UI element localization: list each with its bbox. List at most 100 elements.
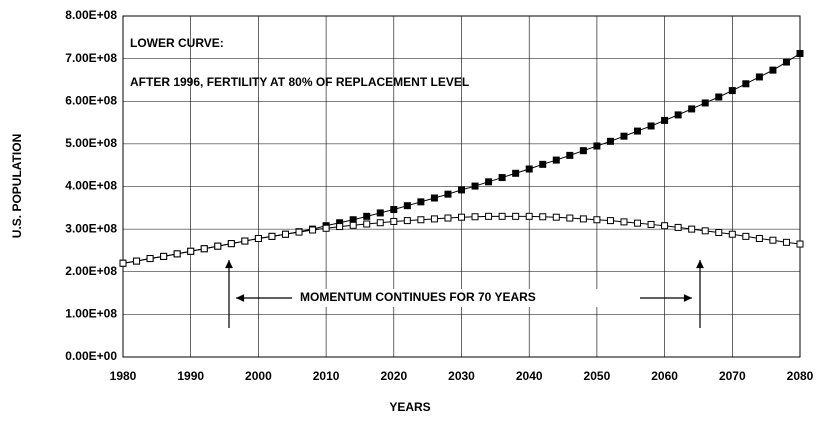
marker [403,217,411,225]
marker [782,238,790,246]
marker [200,245,208,253]
marker [512,169,520,177]
marker [796,50,804,58]
x-tick-label: 2080 [787,369,814,383]
marker [376,209,384,217]
marker [525,165,533,173]
marker [430,194,438,202]
marker [295,228,303,236]
marker [566,214,574,222]
marker [715,229,723,237]
arrow-head [683,294,692,302]
marker [552,156,560,164]
marker [485,212,493,220]
arrow-head [236,294,245,302]
marker [390,217,398,225]
x-tick-label: 1990 [177,369,204,383]
marker [539,160,547,168]
marker [647,220,655,228]
marker [539,213,547,221]
marker [498,174,506,182]
marker [606,217,614,225]
plot-frame [122,15,801,358]
marker [715,93,723,101]
marker [119,259,127,267]
marker [593,216,601,224]
marker [322,224,330,232]
x-tick-label: 2020 [380,369,407,383]
marker [755,73,763,81]
x-tick-label: 1980 [110,369,137,383]
y-tick-label: 4.00E+08 [65,179,117,193]
marker [485,178,493,186]
marker [769,236,777,244]
marker [647,122,655,130]
marker [187,247,195,255]
marker [471,182,479,190]
marker [688,225,696,233]
y-tick-label: 0.00E+00 [65,349,117,363]
marker [674,111,682,119]
marker [133,257,141,265]
marker [701,99,709,107]
x-tick-label: 2050 [584,369,611,383]
marker [417,216,425,224]
marker [579,215,587,223]
marker [254,235,262,243]
marker [376,219,384,227]
arrow-head [225,260,233,269]
x-tick-label: 2000 [245,369,272,383]
x-tick-label: 2070 [719,369,746,383]
annotation: LOWER CURVE: [130,36,224,50]
annotation: AFTER 1996, FERTILITY AT 80% OF REPLACEM… [130,75,469,89]
marker [227,240,235,248]
y-tick-label: 8.00E+08 [65,8,117,22]
marker [620,218,628,226]
marker [268,232,276,240]
marker [606,137,614,145]
marker [701,227,709,235]
marker [728,230,736,238]
marker [309,226,317,234]
marker [674,223,682,231]
marker [471,213,479,221]
marker [566,151,574,159]
marker [146,255,154,263]
marker [579,147,587,155]
marker [498,212,506,220]
marker [458,213,465,221]
marker [403,202,411,210]
marker [742,232,750,240]
marker [430,215,438,223]
marker [593,142,601,150]
y-tick-label: 6.00E+08 [65,93,117,107]
y-tick-label: 5.00E+08 [65,136,117,150]
marker [769,66,777,74]
y-axis-label: U.S. POPULATION [10,134,24,238]
marker [620,132,628,140]
marker [444,214,452,222]
marker [782,58,790,66]
x-tick-label: 2060 [651,369,678,383]
marker [796,240,804,248]
marker [214,242,222,250]
y-tick-label: 3.00E+08 [65,221,117,235]
marker [742,80,750,88]
marker [512,212,520,220]
marker [444,190,452,198]
marker [173,250,181,258]
marker [458,186,465,194]
marker [755,235,763,243]
marker [363,220,371,228]
marker [634,127,642,135]
annotation-bg [296,289,638,307]
marker [281,230,289,238]
marker [363,212,371,220]
y-tick-label: 7.00E+08 [65,51,117,65]
marker [661,116,669,124]
marker [552,213,560,221]
marker [336,223,344,231]
marker [349,221,357,229]
arrow-head [696,260,704,269]
